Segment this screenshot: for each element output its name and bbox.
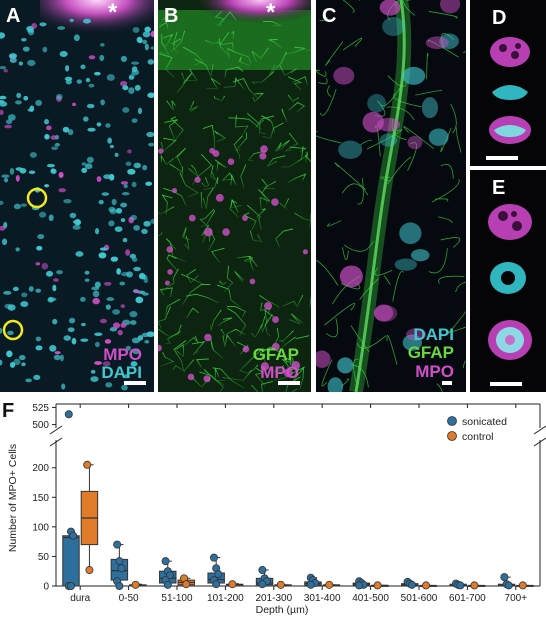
scale-bar: [124, 381, 146, 385]
data-point: [182, 580, 191, 589]
x-tick-label: 501-600: [401, 593, 438, 604]
legend-label-control: control: [462, 431, 494, 443]
data-point: [258, 566, 267, 575]
panel-e-cell: [488, 204, 532, 360]
micrograph-panel-c: C DAPI GFAP MPO: [316, 0, 466, 392]
data-point: [456, 581, 465, 590]
x-tick-label: dura: [70, 593, 90, 604]
data-point: [355, 581, 364, 590]
panel-label-f: F: [2, 400, 15, 422]
y-tick-label: 0: [43, 582, 49, 593]
data-point: [258, 580, 267, 589]
y-tick-label: 50: [38, 552, 50, 563]
panel-label-c: C: [322, 5, 337, 27]
micrograph-panel-d: D: [470, 0, 546, 166]
data-point: [518, 581, 527, 590]
stain-label-mpo: MPO: [260, 363, 299, 383]
data-point: [373, 581, 382, 590]
highlight-circle: [2, 319, 24, 341]
data-point: [306, 580, 315, 589]
micrograph-panel-b: B * GFAP MPO: [158, 0, 311, 392]
data-point: [209, 553, 218, 562]
x-tick-label: 0-50: [119, 593, 139, 604]
data-point: [115, 581, 124, 590]
data-point: [228, 580, 237, 589]
data-point: [117, 564, 126, 573]
stain-label-dapi: DAPI: [101, 363, 142, 383]
scale-bar: [486, 156, 518, 160]
stain-label-mpo: MPO: [415, 361, 454, 381]
data-point: [407, 580, 416, 589]
box-sonicated: [62, 535, 80, 587]
y-tick-label: 100: [32, 522, 49, 533]
panel-d-cell: [489, 37, 531, 144]
data-point: [161, 557, 170, 566]
x-tick-label: 201-300: [255, 593, 292, 604]
x-tick-label: 301-400: [304, 593, 341, 604]
data-point: [113, 540, 122, 549]
data-point: [422, 581, 431, 590]
data-point: [500, 573, 509, 582]
y-axis-label: Number of MPO+ Cells: [7, 444, 19, 552]
x-tick-label: 51-100: [161, 593, 193, 604]
x-tick-label: 101-200: [207, 593, 244, 604]
stain-label-gfap: GFAP: [407, 343, 454, 363]
micrograph-panel-e: E: [470, 170, 546, 392]
panel-c-vessel: [316, 0, 466, 392]
scale-bar: [442, 381, 452, 385]
panel-label-e: E: [492, 177, 506, 199]
scale-bar: [278, 381, 300, 385]
data-point: [64, 410, 73, 419]
series-control: [80, 460, 534, 590]
legend-marker-control: [447, 431, 457, 441]
surface-marker: *: [108, 0, 118, 26]
data-point: [131, 580, 140, 589]
highlight-circle: [26, 187, 48, 209]
data-point: [504, 581, 513, 590]
legend-label-sonicated: sonicated: [462, 416, 507, 428]
stain-label-mpo: MPO: [103, 345, 142, 364]
data-point: [276, 580, 285, 589]
stain-label-gfap: GFAP: [252, 345, 299, 364]
series-sonicated: [62, 527, 516, 590]
data-point: [212, 580, 221, 589]
panel-label-b: B: [164, 5, 179, 27]
data-point: [325, 580, 334, 589]
x-tick-label: 401-500: [352, 593, 389, 604]
data-point: [470, 581, 479, 590]
stain-label-dapi: DAPI: [413, 325, 454, 344]
x-tick-label: 700+: [505, 593, 528, 604]
y-tick-label: 500: [32, 420, 49, 431]
panel-label-d: D: [492, 7, 507, 29]
data-point: [163, 580, 172, 589]
y-tick-label: 200: [32, 463, 49, 474]
panel-a-cells: [0, 0, 154, 391]
panel-b-astrocytes: [158, 0, 311, 392]
y-tick-label: 150: [32, 493, 49, 504]
data-point: [83, 460, 92, 469]
scale-bar: [490, 382, 522, 386]
panel-label-a: A: [6, 5, 21, 27]
surface-marker: *: [266, 0, 276, 26]
x-tick-label: 601-700: [449, 593, 486, 604]
data-point: [66, 581, 75, 590]
data-point: [115, 557, 124, 566]
y-tick-label: 525: [32, 403, 49, 414]
mpo-depth-boxplot: 500 525 0 50 100 150 200 dura 0-50 51-100 101-20…: [7, 403, 546, 616]
x-axis-label: Depth (µm): [256, 604, 309, 616]
micrograph-panel-a: A * MPO DAPI: [0, 0, 154, 392]
data-point: [69, 531, 78, 540]
data-point: [85, 566, 94, 575]
legend-marker-sonicated: [447, 416, 457, 426]
data-point: [214, 570, 223, 579]
